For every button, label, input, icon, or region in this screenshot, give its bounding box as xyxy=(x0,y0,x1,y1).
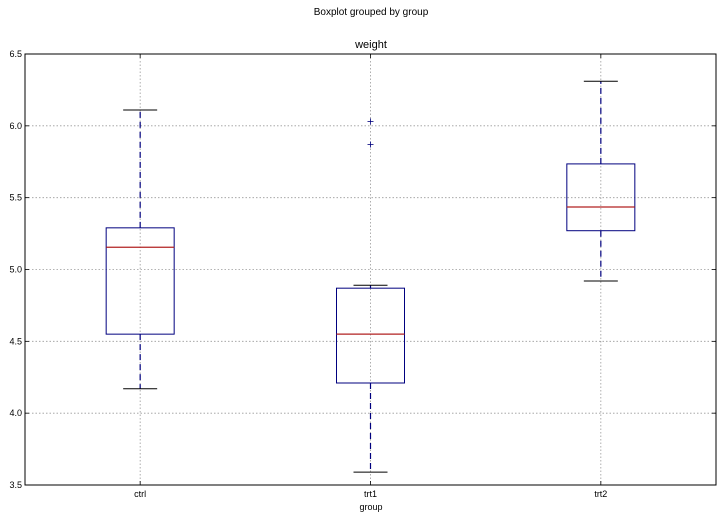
x-axis-label: group xyxy=(359,502,382,512)
y-tick-label: 4.5 xyxy=(9,336,22,346)
box-trt2 xyxy=(566,80,636,282)
box-iqr xyxy=(105,227,175,335)
y-tick-label: 6.0 xyxy=(9,121,22,131)
chart-suptitle: Boxplot grouped by group xyxy=(314,7,429,18)
y-tick-label: 5.0 xyxy=(9,265,22,275)
box-trt1 xyxy=(336,118,405,473)
y-tick-label: 5.5 xyxy=(9,193,22,203)
y-tick-label: 4.0 xyxy=(9,408,22,418)
x-tick-label: ctrl xyxy=(134,489,146,499)
y-tick-label: 3.5 xyxy=(9,480,22,490)
tick-layer: 3.5 4.0 4.5 5.0 5.5 6.0 6.5 ctrl trt1 trt2 xyxy=(9,49,716,499)
chart-title: weight xyxy=(354,39,387,51)
x-tick-label: trt1 xyxy=(364,489,377,499)
box-layer xyxy=(105,80,636,473)
box-iqr xyxy=(566,163,636,232)
x-tick-label: trt2 xyxy=(594,489,607,499)
y-tick-label: 6.5 xyxy=(9,49,22,59)
box-ctrl xyxy=(105,109,175,390)
box-iqr xyxy=(336,287,405,384)
